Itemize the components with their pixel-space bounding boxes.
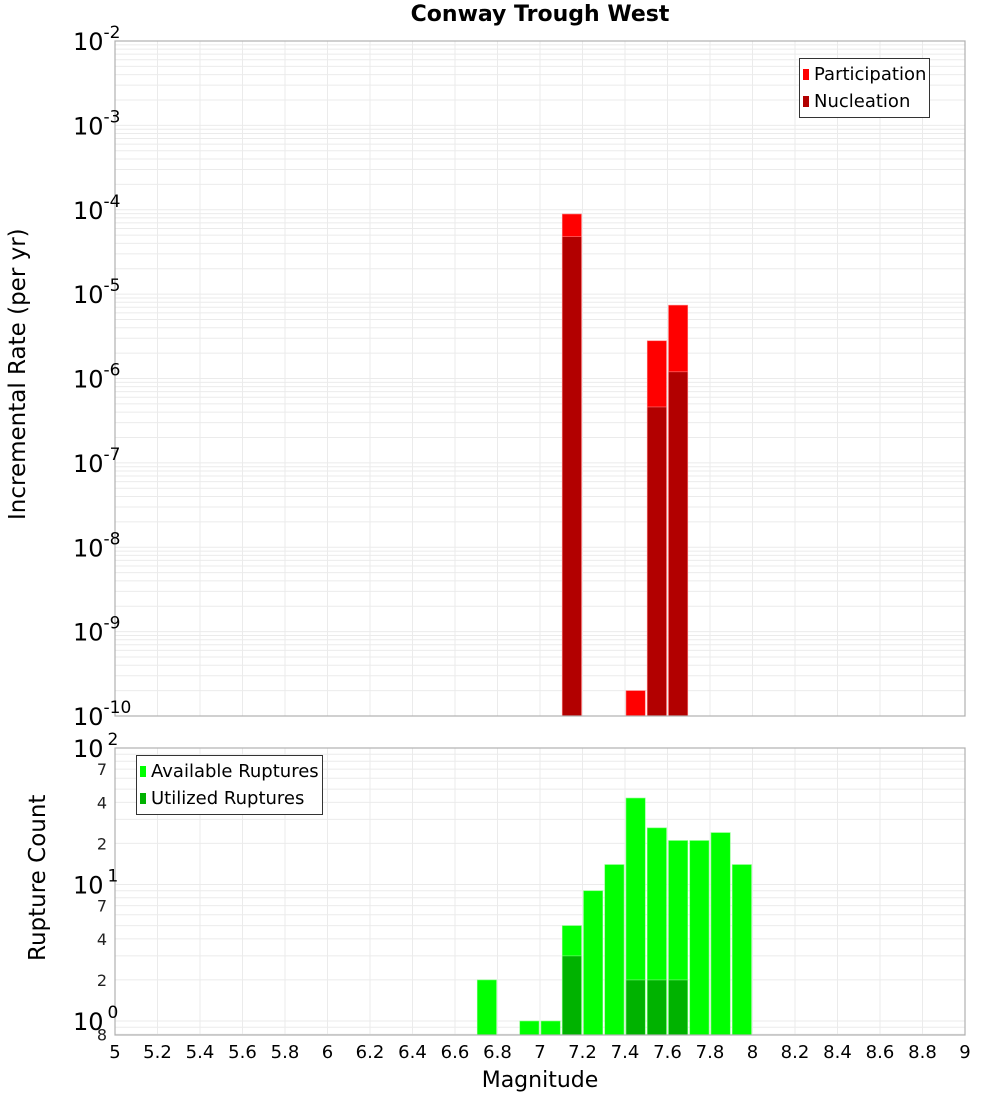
svg-text:5.8: 5.8 — [271, 1042, 300, 1063]
svg-text:9: 9 — [959, 1042, 970, 1063]
bar — [646, 406, 667, 717]
bar — [668, 979, 689, 1036]
svg-text:10-2: 10-2 — [73, 23, 121, 56]
top-legend: Participation Nucleation — [799, 58, 931, 118]
utilized-swatch-icon — [140, 793, 146, 804]
svg-text:10-3: 10-3 — [73, 107, 121, 140]
legend-label: Available Ruptures — [151, 761, 319, 782]
legend-label: Participation — [814, 64, 927, 85]
bar — [540, 1020, 561, 1036]
chart-title: Conway Trough West — [410, 2, 670, 27]
nucleation-swatch-icon — [803, 96, 809, 107]
svg-text:7: 7 — [534, 1042, 545, 1063]
bottom-y-axis-label: Rupture Count — [25, 794, 51, 961]
top-panel-frame — [114, 40, 966, 717]
legend-label: Utilized Ruptures — [151, 788, 305, 809]
top-panel-bars — [561, 213, 689, 717]
bar — [561, 236, 582, 717]
svg-text:7.2: 7.2 — [568, 1042, 597, 1063]
top-panel-grid — [115, 41, 965, 716]
bar — [476, 979, 497, 1036]
bar — [625, 690, 646, 717]
bar — [625, 979, 646, 1036]
bar — [710, 832, 731, 1036]
top-panel-y-ticks: 10-2 10-3 10-4 10-5 10-6 10-7 10-8 10-9 10-10 — [73, 23, 131, 731]
svg-text:8.2: 8.2 — [781, 1042, 810, 1063]
bar — [646, 979, 667, 1036]
bar — [561, 955, 582, 1036]
svg-text:7: 7 — [97, 760, 107, 779]
top-y-axis-label: Incremental Rate (per yr) — [5, 228, 31, 520]
svg-text:6.8: 6.8 — [483, 1042, 512, 1063]
svg-text:101: 10 1 — [73, 867, 118, 900]
svg-text:8: 8 — [97, 1025, 107, 1044]
bottom-panel-grid — [115, 748, 965, 1035]
svg-text:100: 10 0 — [73, 1003, 118, 1036]
svg-text:7.8: 7.8 — [696, 1042, 725, 1063]
svg-text:10-5: 10-5 — [73, 276, 121, 309]
available-swatch-icon — [140, 766, 146, 777]
bar — [583, 890, 604, 1036]
x-axis-ticks: 5 5.2 5.4 5.6 5.8 6 6.2 6.4 6.6 6.8 7 7.2 7.4 7.6 7.8 8… — [109, 1042, 970, 1063]
svg-text:2: 2 — [97, 971, 107, 990]
legend-item-utilized-ruptures: Utilized Ruptures — [140, 785, 319, 812]
svg-text:2: 2 — [97, 834, 107, 853]
svg-text:6: 6 — [322, 1042, 333, 1063]
svg-text:5: 5 — [109, 1042, 120, 1063]
svg-text:10-9: 10-9 — [73, 614, 121, 647]
svg-text:4: 4 — [97, 930, 107, 949]
participation-swatch-icon — [803, 69, 809, 80]
legend-item-participation: Participation — [803, 61, 926, 88]
bar — [668, 371, 689, 717]
bar — [731, 864, 752, 1036]
bar — [689, 840, 710, 1036]
svg-text:10-6: 10-6 — [73, 361, 121, 394]
bar — [519, 1020, 540, 1036]
svg-text:8.8: 8.8 — [908, 1042, 937, 1063]
legend-label: Nucleation — [814, 91, 911, 112]
svg-text:7: 7 — [97, 897, 107, 916]
svg-text:8: 8 — [747, 1042, 758, 1063]
svg-text:7.6: 7.6 — [653, 1042, 682, 1063]
svg-text:6.6: 6.6 — [441, 1042, 470, 1063]
svg-text:10-8: 10-8 — [73, 529, 121, 562]
bar — [604, 864, 625, 1036]
svg-text:4: 4 — [97, 793, 107, 812]
svg-text:6.4: 6.4 — [398, 1042, 427, 1063]
svg-text:5.6: 5.6 — [228, 1042, 257, 1063]
svg-text:8.6: 8.6 — [866, 1042, 895, 1063]
svg-text:10-7: 10-7 — [73, 445, 121, 478]
bottom-panel-bars — [476, 797, 752, 1036]
bottom-legend: Available Ruptures Utilized Ruptures — [136, 755, 323, 815]
x-axis-label: Magnitude — [481, 1068, 599, 1093]
svg-text:6.2: 6.2 — [356, 1042, 385, 1063]
svg-text:5.2: 5.2 — [143, 1042, 172, 1063]
svg-text:10-4: 10-4 — [73, 192, 121, 225]
svg-text:7.4: 7.4 — [611, 1042, 640, 1063]
svg-text:8.4: 8.4 — [823, 1042, 852, 1063]
bottom-panel-frame — [114, 747, 966, 1036]
legend-item-available-ruptures: Available Ruptures — [140, 758, 319, 785]
svg-text:10-10: 10-10 — [73, 698, 131, 731]
legend-item-nucleation: Nucleation — [803, 88, 926, 115]
svg-text:102: 10 2 — [73, 730, 118, 763]
svg-text:5.4: 5.4 — [186, 1042, 215, 1063]
